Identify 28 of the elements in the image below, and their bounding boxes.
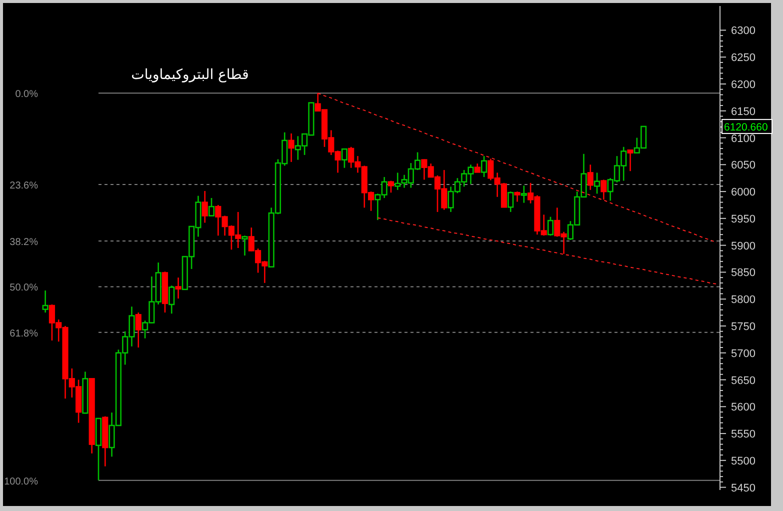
y-tick-label: 5550 xyxy=(731,428,756,441)
y2-tick-label: 0.0% xyxy=(15,89,38,100)
text: 6120.660 xyxy=(724,121,768,134)
y-tick-label: 5950 xyxy=(731,213,756,226)
y2-tick-label: 23.6% xyxy=(10,180,38,192)
text: قطاع البتروكيماويات xyxy=(131,67,249,83)
y-tick-label: 6050 xyxy=(731,160,756,172)
line-series xyxy=(317,92,718,244)
y-tick-label: 6250 xyxy=(731,52,756,64)
y-tick-label: 5900 xyxy=(731,240,756,252)
y-tick-label: 6150 xyxy=(731,106,756,118)
y-tick-label: 5800 xyxy=(731,294,756,306)
y-tick-label: 5850 xyxy=(731,267,756,280)
y2-tick-label: 38.2% xyxy=(10,237,38,248)
y-tick-label: 5450 xyxy=(731,482,756,494)
y2-tick-label: 50.0% xyxy=(10,282,38,294)
y-tick-label: 5700 xyxy=(731,348,756,360)
line-series xyxy=(377,217,718,285)
y-tick-label: 6300 xyxy=(731,25,756,38)
y-tick-label: 6100 xyxy=(731,132,756,145)
y-tick-label: 5600 xyxy=(731,402,756,414)
y2-tick-label: 61.8% xyxy=(10,328,38,340)
y-tick-label: 6000 xyxy=(731,186,756,199)
y-tick-label: 5500 xyxy=(731,455,756,468)
y-tick-label: 5650 xyxy=(731,374,756,387)
y-tick-label: 6200 xyxy=(731,78,756,91)
y-tick-label: 5750 xyxy=(731,320,756,333)
y2-tick-label: 100.0% xyxy=(4,476,38,488)
